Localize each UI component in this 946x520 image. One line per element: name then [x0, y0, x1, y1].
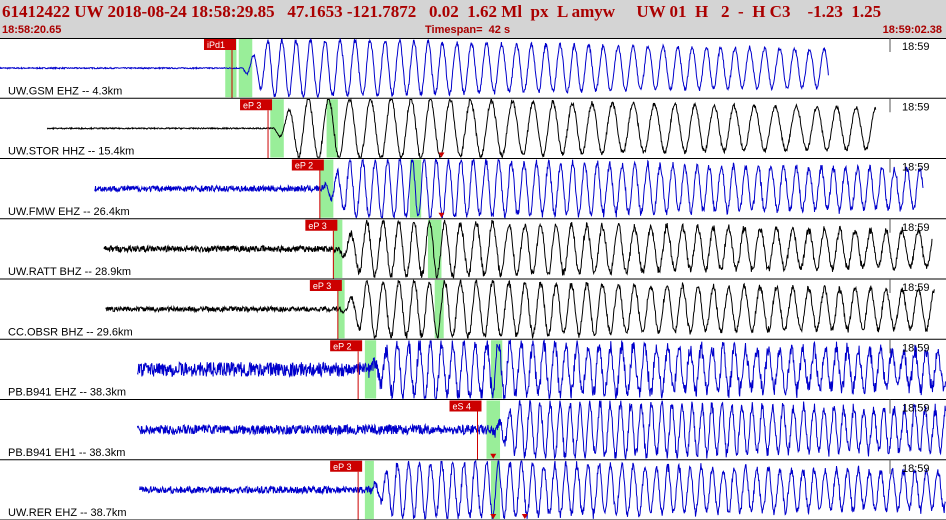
pick-tag — [291, 159, 324, 171]
pick-tag — [309, 280, 342, 291]
station-label: PB.B941 EH1 -- 38.3km — [8, 447, 125, 459]
pick-label: eP 3 — [313, 281, 331, 291]
title-bar: 61412422 UW 2018-08-24 18:58:29.85 47.16… — [0, 0, 946, 39]
station-label: UW.RATT BHZ -- 28.9km — [8, 266, 131, 278]
pick-label: eP 2 — [295, 161, 313, 171]
phase-marker — [521, 514, 528, 519]
time-tag: 18:59 — [902, 162, 930, 174]
analysis-window — [270, 99, 284, 158]
waveform-line — [46, 97, 877, 160]
pick-tag — [449, 400, 482, 412]
pick-tag — [203, 39, 236, 50]
analysis-window — [434, 280, 444, 339]
time-tag: 18:59 — [902, 101, 930, 113]
analysis-window — [337, 280, 345, 339]
waveform-line — [139, 459, 946, 520]
time-tag: 18:59 — [902, 41, 930, 53]
event-title: 61412422 UW 2018-08-24 18:58:29.85 47.16… — [2, 2, 882, 21]
station-label: UW.FMW EHZ -- 26.4km — [8, 206, 130, 218]
pick-label: eP 3 — [308, 221, 326, 231]
pick-tag — [330, 460, 363, 472]
waveform-line — [0, 38, 829, 98]
end-time: 18:59:02.38 — [882, 24, 942, 36]
station-label: UW.STOR HHZ -- 15.4km — [8, 146, 134, 158]
waveform-line — [105, 278, 935, 340]
trace-panel: iPd1 UW.GSM EHZ -- 4.3km 18:59 — [0, 38, 946, 99]
phase-marker — [490, 453, 497, 459]
phase-marker — [438, 212, 445, 218]
timespan-label: Timespan= 42 s — [425, 24, 511, 36]
analysis-window — [319, 159, 334, 218]
pick-tag — [305, 219, 338, 231]
analysis-window — [326, 99, 338, 158]
trace-panel: eS 4 PB.B941 EH1 -- 38.3km 18:59 — [0, 399, 946, 461]
trace-panel: eP 2 PB.B941 EHZ -- 38.3km 18:59 — [0, 338, 946, 401]
pick-tag — [240, 99, 273, 111]
analysis-window — [238, 39, 253, 98]
time-tag: 18:59 — [902, 463, 930, 475]
pick-label: eP 2 — [333, 341, 351, 351]
analysis-window — [491, 340, 503, 399]
analysis-window — [427, 219, 442, 278]
phase-marker — [490, 514, 497, 519]
waveform-line — [94, 158, 924, 219]
time-tag: 18:59 — [902, 403, 930, 415]
trace-panel: eP 3 UW.RER EHZ -- 38.7km 18:59 — [0, 459, 946, 520]
waveform-line — [103, 219, 933, 279]
phase-marker — [438, 152, 445, 158]
trace-panel: eP 3 UW.STOR HHZ -- 15.4km 18:59 — [0, 97, 946, 160]
station-label: CC.OBSR BHZ -- 29.6km — [8, 326, 133, 338]
trace-panel: eP 3 UW.RATT BHZ -- 28.9km 18:59 — [0, 218, 946, 280]
trace-panel: eP 3 CC.OBSR BHZ -- 29.6km 18:59 — [0, 278, 946, 340]
pick-label: eS 4 — [453, 402, 472, 412]
waveform-line — [136, 399, 946, 460]
time-tag: 18:59 — [902, 222, 930, 234]
pick-tag — [330, 340, 363, 352]
time-tag: 18:59 — [902, 282, 930, 294]
station-label: UW.RER EHZ -- 38.7km — [8, 507, 127, 519]
analysis-window — [364, 340, 377, 399]
seismogram-plot: iPd1 UW.GSM EHZ -- 4.3km 18:59 eP 3 UW.STOR … — [0, 38, 946, 520]
pick-label: eP 3 — [243, 100, 261, 110]
waveform-line — [136, 338, 946, 401]
trace-panel: eP 2 UW.FMW EHZ -- 26.4km 18:59 — [0, 158, 946, 220]
pick-label: eP 3 — [333, 462, 351, 472]
station-label: PB.B941 EHZ -- 38.3km — [8, 387, 126, 399]
start-time: 18:58:20.65 — [2, 24, 62, 36]
station-label: UW.GSM EHZ -- 4.3km — [8, 85, 122, 97]
pick-label: iPd1 — [207, 40, 225, 50]
time-tag: 18:59 — [902, 342, 930, 354]
